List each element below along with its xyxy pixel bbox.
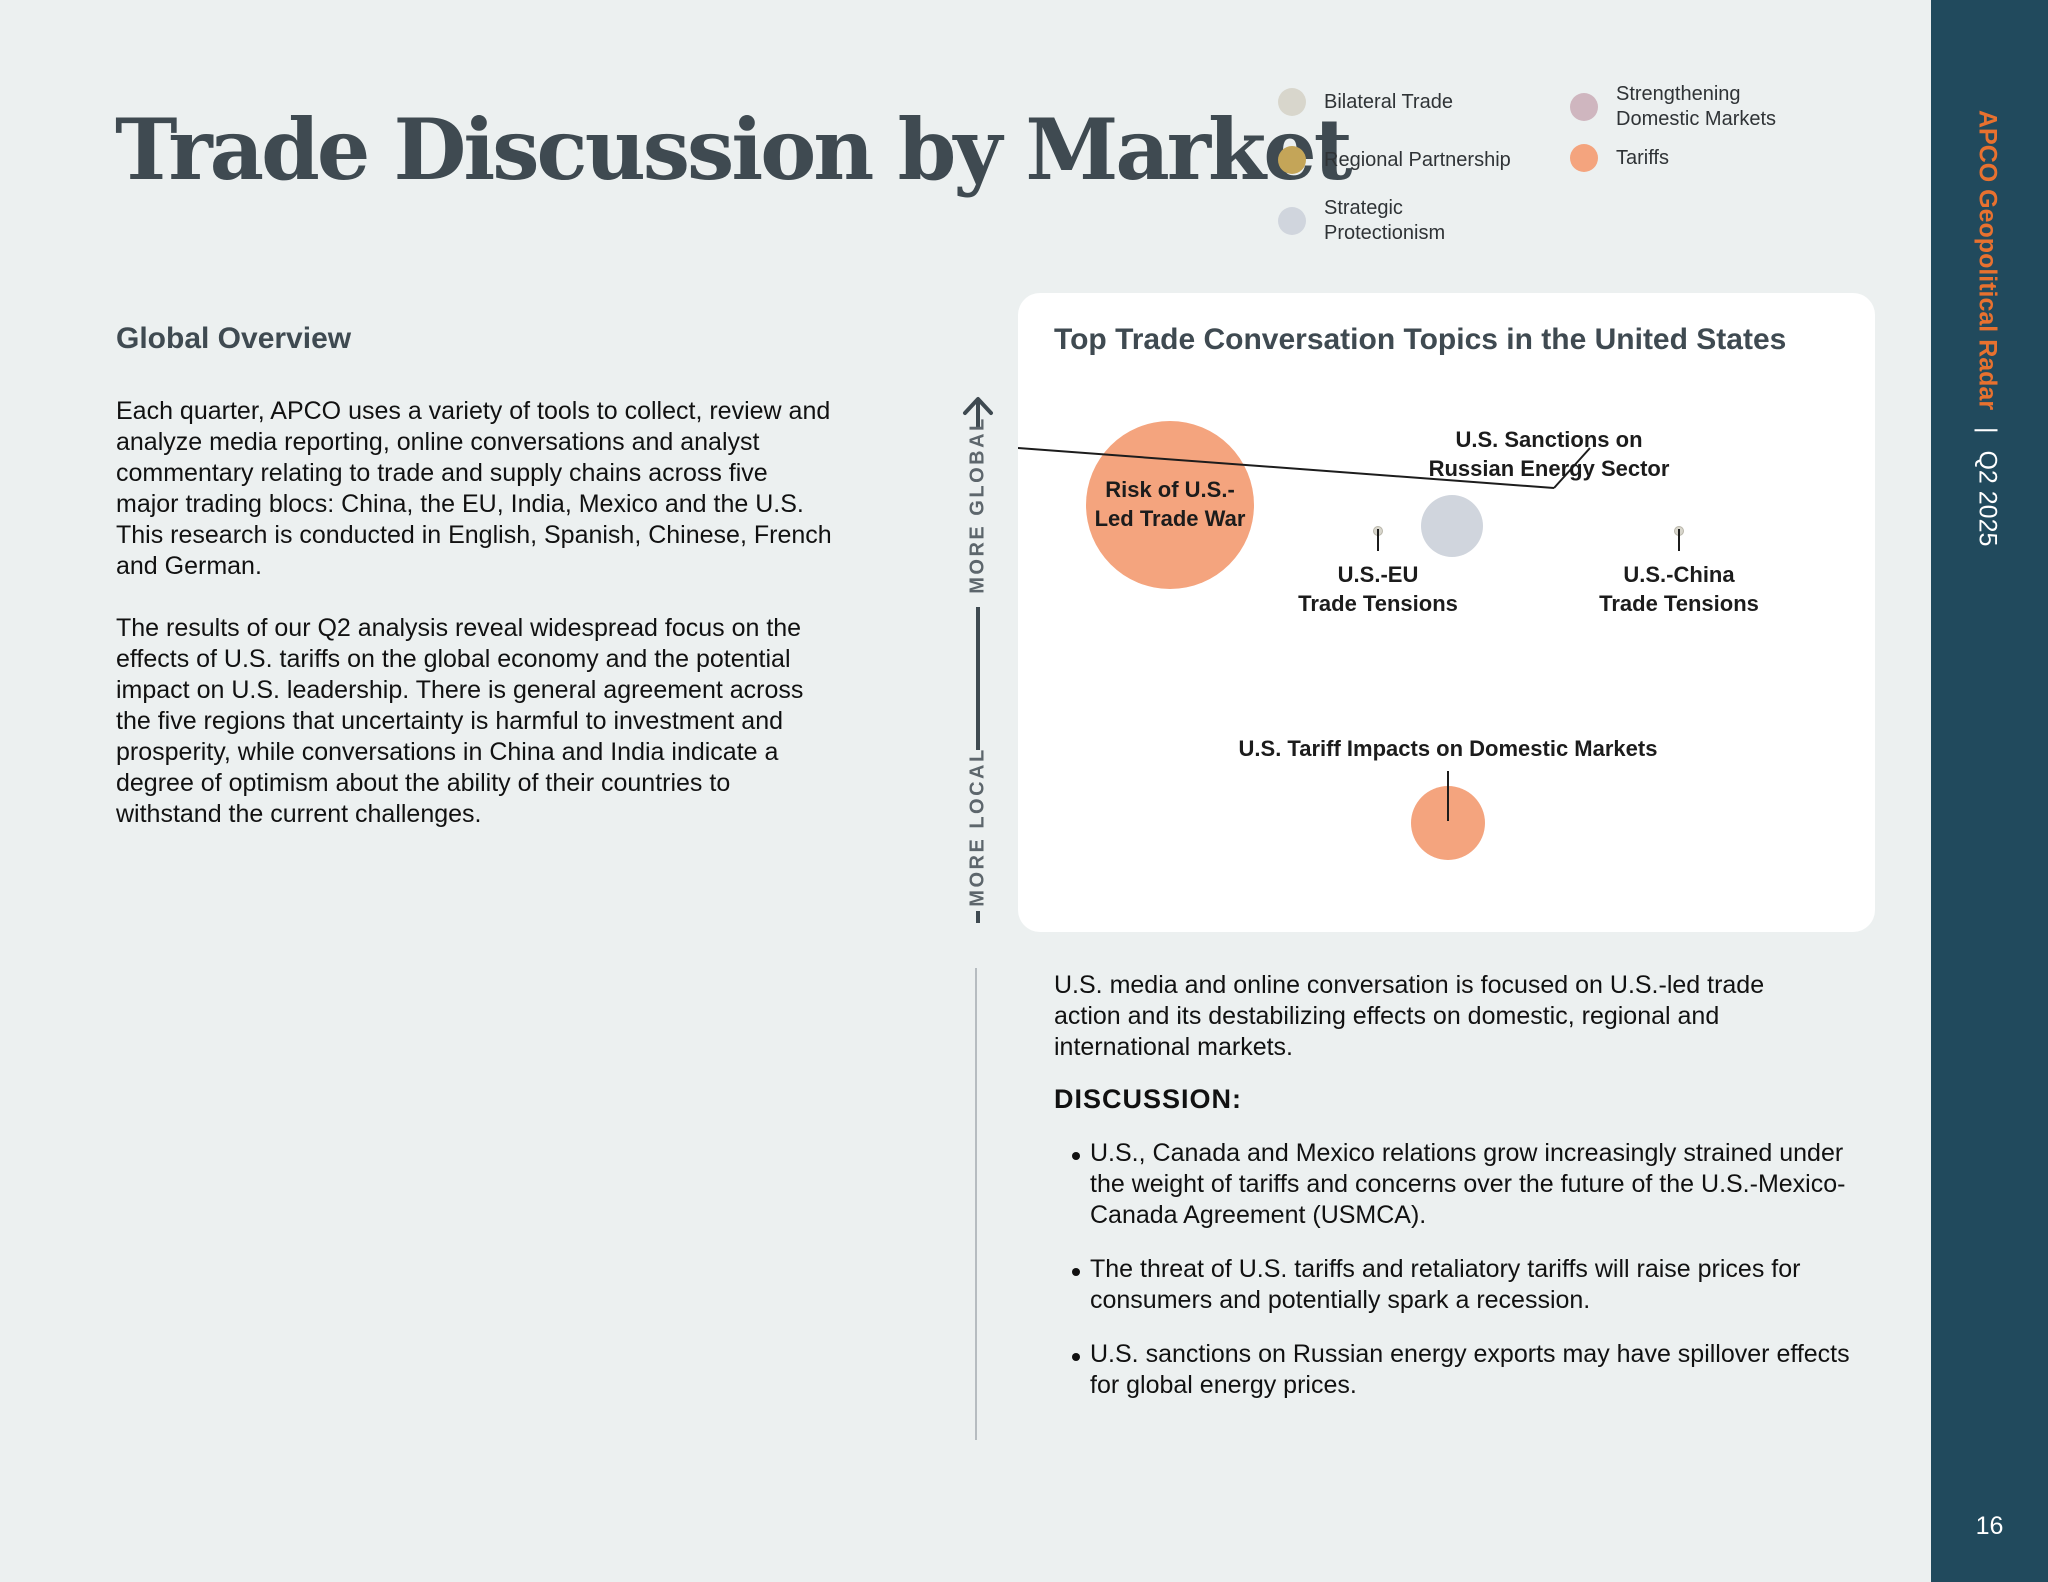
legend: Bilateral Trade Regional Partnership Str…: [1278, 82, 1838, 252]
bullet-icon: [1072, 1268, 1080, 1276]
section-heading-global-overview: Global Overview: [116, 322, 352, 355]
bullet-text: U.S. sanctions on Russian energy exports…: [1090, 1340, 1850, 1399]
divider-line: [975, 968, 977, 1440]
bubble-us-china-trade-tensions: [1674, 526, 1684, 536]
legend-item-regional-partnership: Regional Partnership: [1278, 146, 1511, 174]
legend-label: Tariffs: [1616, 146, 1669, 169]
bubble-us-sanctions-russian-energy: [1421, 495, 1483, 557]
axis-label-more-local: MORE LOCAL: [966, 747, 989, 907]
bullet-text: The threat of U.S. tariffs and retaliato…: [1090, 1255, 1801, 1314]
bubble-label-us-tariff-impacts: U.S. Tariff Impacts on Domestic Markets: [1238, 736, 1658, 761]
bubble-us-tariff-impacts-domestic-markets: [1411, 786, 1485, 860]
bubble-label-us-sanctions: U.S. Sanctions on Russian Energy Sector: [1428, 427, 1670, 481]
bubble-us-eu-trade-tensions: [1373, 526, 1383, 536]
list-item: U.S., Canada and Mexico relations grow i…: [1070, 1138, 1850, 1231]
bubble-chart: Top Trade Conversation Topics in the Uni…: [1018, 293, 1875, 932]
intro-paragraph: The results of our Q2 analysis reveal wi…: [116, 614, 804, 828]
discussion-list: U.S., Canada and Mexico relations grow i…: [1070, 1138, 1850, 1424]
legend-dot-regional-partnership: [1278, 146, 1306, 174]
sidebar-brand: APCO Geopolitical Radar: [1973, 110, 2002, 411]
sidebar-label: APCO Geopolitical Radar | Q2 2025: [1973, 110, 2002, 546]
bubble-label-risk-of-us-led-trade-war: Risk of U.S.- Led Trade War: [1094, 477, 1246, 531]
sidebar-separator: |: [1973, 427, 2002, 434]
page-title: Trade Discussion by Market: [115, 100, 1352, 199]
chart-summary: U.S. media and online conversation is fo…: [1054, 971, 1765, 1061]
bullet-text: U.S., Canada and Mexico relations grow i…: [1090, 1139, 1846, 1229]
bubble-label-us-china: U.S.-China Trade Tensions: [1599, 562, 1759, 616]
axis-line: [976, 607, 980, 750]
legend-item-strategic-protectionism: Strategic Protectionism: [1278, 196, 1445, 246]
arrow-up-icon: [963, 397, 993, 429]
vertical-axis: MORE GLOBAL MORE LOCAL: [950, 395, 1006, 930]
list-item: The threat of U.S. tariffs and retaliato…: [1070, 1254, 1850, 1316]
bubble-label-us-eu: U.S.-EU Trade Tensions: [1298, 562, 1458, 616]
sidebar-period: Q2 2025: [1973, 450, 2002, 547]
intro-text: Each quarter, APCO uses a variety of too…: [116, 396, 836, 861]
legend-label: Bilateral Trade: [1324, 90, 1453, 113]
legend-item-bilateral-trade: Bilateral Trade: [1278, 88, 1453, 116]
discussion-heading: DISCUSSION:: [1054, 1084, 1243, 1114]
axis-tick: [976, 911, 980, 923]
list-item: U.S. sanctions on Russian energy exports…: [1070, 1339, 1850, 1401]
page-number: 16: [1975, 1512, 2004, 1540]
bullet-icon: [1072, 1353, 1080, 1361]
legend-label: Regional Partnership: [1324, 148, 1511, 171]
legend-dot-strengthening-domestic-markets: [1570, 93, 1598, 121]
axis-label-more-global: MORE GLOBAL: [966, 416, 989, 594]
intro-paragraph: Each quarter, APCO uses a variety of too…: [116, 397, 832, 580]
legend-label: Strategic Protectionism: [1324, 197, 1446, 244]
legend-dot-strategic-protectionism: [1278, 207, 1306, 235]
chart-title: Top Trade Conversation Topics in the Uni…: [1054, 323, 1787, 356]
legend-dot-tariffs: [1570, 144, 1598, 172]
bullet-icon: [1072, 1152, 1080, 1160]
legend-item-strengthening-domestic-markets: Strengthening Domestic Markets: [1570, 82, 1776, 132]
legend-item-tariffs: Tariffs: [1570, 144, 1669, 172]
legend-dot-bilateral-trade: [1278, 88, 1306, 116]
legend-label: Strengthening Domestic Markets: [1616, 83, 1777, 130]
right-sidebar: APCO Geopolitical Radar | Q2 2025 16: [1931, 0, 2048, 1582]
